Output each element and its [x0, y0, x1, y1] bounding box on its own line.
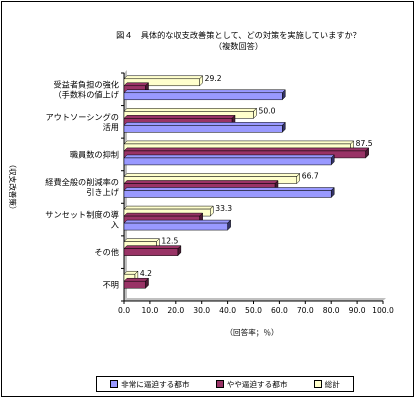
chart-title-block: 図４ 具体的な収支改善策として、どの対策を実施していますか？ （複数回答）: [0, 30, 417, 52]
legend-swatch-somewhat-tight: [215, 380, 224, 388]
category-label: サンセット制度の導入: [45, 210, 119, 230]
bar: [123, 157, 332, 166]
data-label: 50.0: [259, 106, 276, 115]
bar: [123, 92, 283, 101]
category-label: 経費全般の削減率の引き上げ: [45, 177, 120, 197]
bar-top-face: [123, 122, 286, 126]
data-label: 33.3: [215, 204, 232, 213]
x-tick-label: 20.0: [167, 306, 184, 315]
x-tick-label: 0.0: [118, 306, 130, 315]
category-label: アウトソーシングの活用: [45, 112, 119, 132]
x-tick-label: 90.0: [349, 306, 366, 315]
bar-top-face: [123, 154, 335, 159]
bar-top-face: [123, 205, 214, 210]
category-label: 受益者負担の強化（手数料の値上げ: [53, 79, 119, 99]
legend-label-very-tight: 非常に逼迫する都市: [121, 379, 190, 389]
legend-item-total: 総計: [313, 379, 340, 390]
bar-top-face: [123, 180, 279, 184]
x-tick-label: 100.0: [372, 306, 394, 315]
bar-top-face: [123, 75, 204, 80]
data-label: 87.5: [356, 139, 373, 148]
bar-top-face: [123, 245, 182, 249]
legend-swatch-total: [313, 380, 322, 388]
bar-top-face: [123, 140, 355, 145]
bar: [123, 248, 179, 256]
data-label: 4.2: [140, 269, 152, 278]
y-axis-title: （収支改善策）: [8, 160, 18, 213]
bar-top-face: [123, 89, 286, 94]
chart-subtitle: （複数回答）: [213, 41, 264, 51]
bar-top-face: [123, 238, 160, 242]
bar-top-face: [123, 108, 258, 112]
legend-swatch-very-tight: [110, 380, 119, 388]
legend: 非常に逼迫する都市 やや逼迫する都市 総計: [96, 376, 354, 392]
bar-top-face: [123, 147, 370, 152]
data-label: 66.7: [302, 172, 319, 181]
data-label: 29.2: [205, 74, 222, 83]
x-tick-label: 30.0: [193, 306, 210, 315]
bar-top-face: [123, 187, 335, 191]
x-tick-label: 70.0: [297, 306, 314, 315]
legend-item-somewhat-tight: やや逼迫する都市: [215, 379, 288, 390]
bar: [123, 280, 146, 289]
bar-top-face: [123, 82, 150, 87]
x-tick-label: 40.0: [219, 306, 236, 315]
bar: [123, 125, 283, 133]
x-axis-title: （回答率；％）: [225, 327, 278, 337]
bar-top-face: [123, 173, 301, 177]
x-tick-label: 80.0: [323, 306, 340, 315]
plot-floor: [124, 298, 386, 301]
bar-top-face: [123, 115, 236, 119]
legend-item-very-tight: 非常に逼迫する都市: [110, 379, 189, 390]
bar: [123, 78, 200, 87]
x-tick-label: 60.0: [271, 306, 288, 315]
category-label: 不明: [103, 280, 119, 290]
legend-label-somewhat-tight: やや逼迫する都市: [226, 379, 288, 389]
chart-title: 図４ 具体的な収支改善策として、どの対策を実施していますか？: [116, 30, 361, 40]
x-tick-label: 10.0: [141, 306, 158, 315]
x-tick-label: 50.0: [245, 306, 262, 315]
data-label: 12.5: [161, 237, 178, 246]
bar: [123, 222, 228, 231]
category-label: 職員数の抑制: [70, 149, 119, 159]
bar-top-face: [123, 219, 232, 224]
bar: [123, 190, 332, 198]
legend-label-total: 総計: [324, 379, 340, 389]
bar-top-face: [123, 212, 204, 217]
category-label: その他: [94, 247, 119, 257]
bar-top-face: [123, 277, 150, 282]
